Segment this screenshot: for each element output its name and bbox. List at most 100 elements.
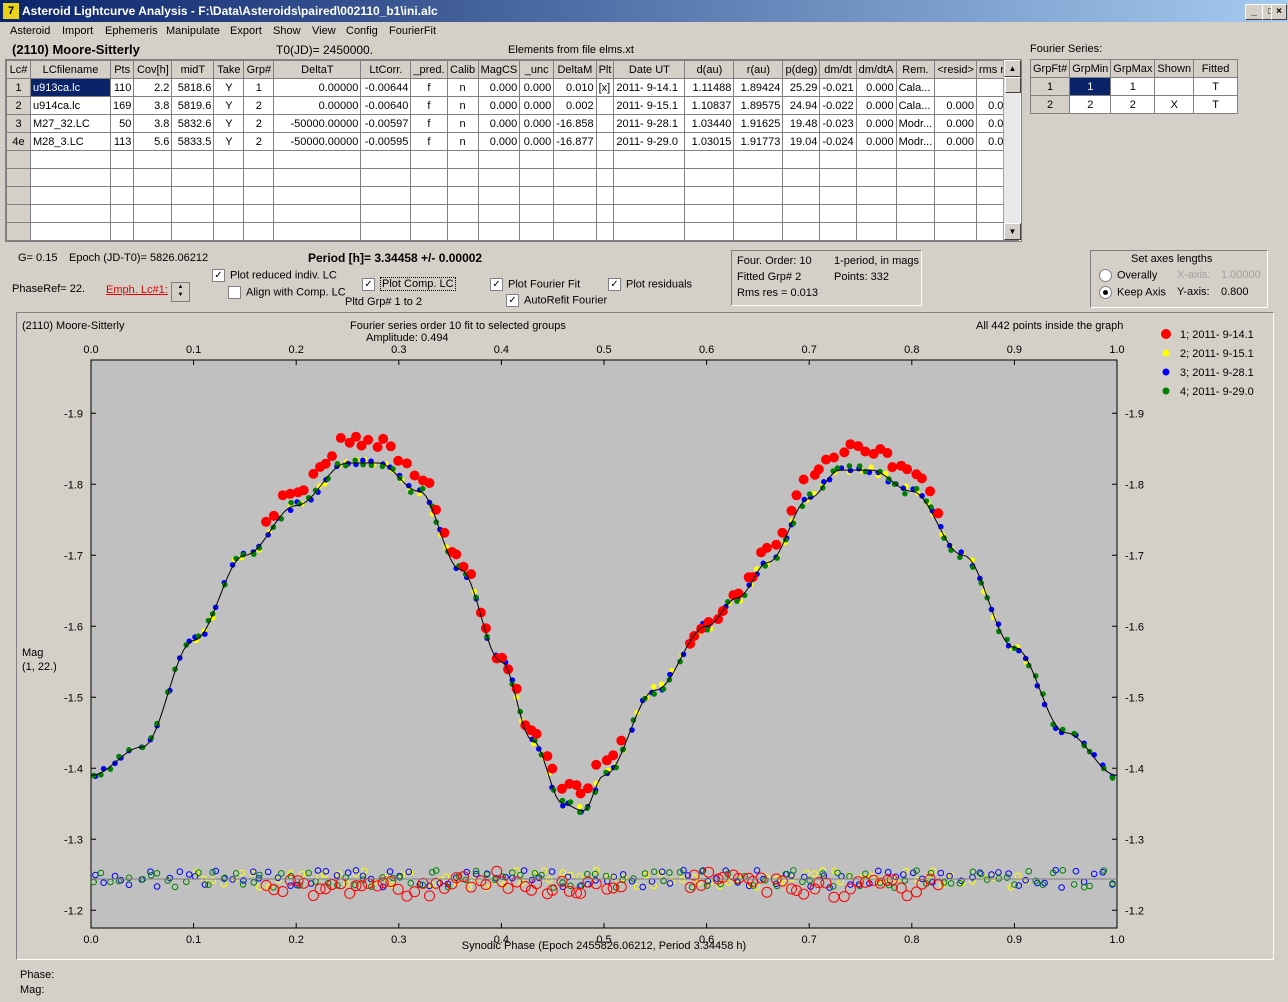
table-cell[interactable]	[446, 222, 479, 241]
table-cell[interactable]	[855, 240, 897, 241]
lc-col-header[interactable]: DeltaT	[273, 60, 362, 79]
menu-fourierfit[interactable]: FourierFit	[389, 25, 437, 37]
lc-col-header[interactable]: <resid>	[934, 60, 977, 79]
table-cell[interactable]	[684, 222, 735, 241]
table-cell[interactable]	[360, 240, 412, 241]
table-cell[interactable]	[133, 186, 173, 205]
table-cell[interactable]	[895, 186, 936, 205]
table-cell[interactable]: u914ca.lc	[30, 96, 111, 115]
table-cell[interactable]: 2011- 9-15.1	[613, 96, 686, 115]
close-button[interactable]: ×	[1271, 4, 1287, 20]
lc-col-header[interactable]: d(au)	[684, 60, 735, 79]
fs-col-header[interactable]: GrpFt#	[1029, 59, 1071, 78]
scroll-down-icon[interactable]: ▼	[1004, 223, 1021, 240]
table-cell[interactable]	[934, 204, 977, 223]
table-cell[interactable]	[895, 168, 936, 187]
radio-overally[interactable]: Overally	[1099, 269, 1157, 282]
row-header[interactable]: 4e	[6, 132, 31, 151]
fs-col-header[interactable]: Fitted	[1193, 59, 1239, 78]
table-cell[interactable]	[360, 168, 412, 187]
table-cell[interactable]: -0.00597	[360, 114, 412, 133]
lc-col-header[interactable]: p(deg)	[782, 60, 821, 79]
lc-col-header[interactable]: Cov[h]	[133, 60, 173, 79]
table-cell[interactable]	[30, 186, 111, 205]
table-cell[interactable]	[895, 222, 936, 241]
checkbox-icon[interactable]	[228, 286, 241, 299]
table-cell[interactable]	[819, 240, 857, 241]
table-cell[interactable]	[273, 168, 362, 187]
table-cell[interactable]	[477, 168, 521, 187]
table-cell[interactable]: Modr...	[895, 114, 936, 133]
table-cell[interactable]: f	[410, 96, 448, 115]
table-cell[interactable]	[895, 204, 936, 223]
table-cell[interactable]	[109, 222, 135, 241]
table-cell[interactable]: f	[410, 132, 448, 151]
table-cell[interactable]	[895, 240, 936, 241]
table-cell[interactable]: n	[446, 96, 479, 115]
table-cell[interactable]	[273, 240, 362, 241]
row-header[interactable]	[6, 240, 31, 241]
table-cell[interactable]	[855, 150, 897, 169]
row-header[interactable]	[6, 204, 31, 223]
table-cell[interactable]: 0.000	[477, 114, 521, 133]
yaxis-value[interactable]: 0.800	[1221, 286, 1249, 298]
row-header[interactable]	[6, 222, 31, 241]
table-cell[interactable]	[410, 240, 448, 241]
table-cell[interactable]	[975, 240, 1019, 241]
table-cell[interactable]	[410, 168, 448, 187]
table-cell[interactable]: -0.024	[819, 132, 857, 151]
table-cell[interactable]	[895, 150, 936, 169]
table-cell[interactable]	[733, 186, 784, 205]
lc-col-header[interactable]: LtCorr.	[360, 60, 412, 79]
table-cell[interactable]: 19.48	[782, 114, 821, 133]
table-cell[interactable]: -0.023	[819, 114, 857, 133]
lc-col-header[interactable]: Grp#	[243, 60, 275, 79]
lc-col-header[interactable]: midT	[171, 60, 215, 79]
table-cell[interactable]	[519, 204, 555, 223]
table-cell[interactable]: 0.000	[519, 132, 555, 151]
table-row[interactable]: 1 u913ca.lc 110 2.2 5818.6 Y 1 0.00000 -0.00644 f…	[6, 78, 1019, 97]
table-cell[interactable]	[782, 240, 821, 241]
table-cell[interactable]	[934, 78, 977, 97]
table-cell[interactable]	[553, 150, 597, 169]
row-header[interactable]	[6, 168, 31, 187]
table-cell[interactable]	[243, 204, 275, 223]
radio-icon[interactable]	[1099, 269, 1112, 282]
table-cell[interactable]	[595, 150, 615, 169]
table-cell[interactable]	[819, 168, 857, 187]
table-row[interactable]: 4e M28_3.LC 113 5.6 5833.5 Y 2 -50000.00000 -0.0…	[6, 132, 1019, 151]
table-cell[interactable]: 113	[109, 132, 135, 151]
table-cell[interactable]: 1.89575	[733, 96, 784, 115]
table-cell[interactable]	[213, 168, 245, 187]
table-cell[interactable]: 1.89424	[733, 78, 784, 97]
fs-col-header[interactable]: GrpMin	[1069, 59, 1112, 78]
table-cell[interactable]	[410, 204, 448, 223]
lc-col-header[interactable]: MagCS	[477, 60, 521, 79]
table-cell[interactable]	[595, 132, 615, 151]
table-row[interactable]	[6, 222, 1019, 241]
table-cell[interactable]	[613, 168, 686, 187]
table-cell[interactable]	[934, 222, 977, 241]
table-cell[interactable]: 0.000	[519, 114, 555, 133]
table-cell[interactable]: 2	[1069, 95, 1112, 114]
checkbox-icon[interactable]: ✓	[362, 278, 375, 291]
table-cell[interactable]	[446, 168, 479, 187]
row-header[interactable]: 1	[6, 78, 31, 97]
table-cell[interactable]: T	[1193, 95, 1239, 114]
table-cell[interactable]: n	[446, 114, 479, 133]
table-cell[interactable]	[519, 150, 555, 169]
table-cell[interactable]: 24.94	[782, 96, 821, 115]
fs-col-header[interactable]: GrpMax	[1110, 59, 1156, 78]
table-cell[interactable]: 169	[109, 96, 135, 115]
table-cell[interactable]	[934, 168, 977, 187]
table-cell[interactable]: X	[1154, 95, 1195, 114]
table-cell[interactable]	[360, 204, 412, 223]
lc-col-header[interactable]: Take	[213, 60, 245, 79]
table-cell[interactable]: 0.000	[934, 114, 977, 133]
scroll-thumb[interactable]	[1005, 77, 1021, 93]
table-cell[interactable]	[553, 168, 597, 187]
table-cell[interactable]	[109, 204, 135, 223]
table-cell[interactable]	[360, 186, 412, 205]
table-cell[interactable]	[243, 186, 275, 205]
